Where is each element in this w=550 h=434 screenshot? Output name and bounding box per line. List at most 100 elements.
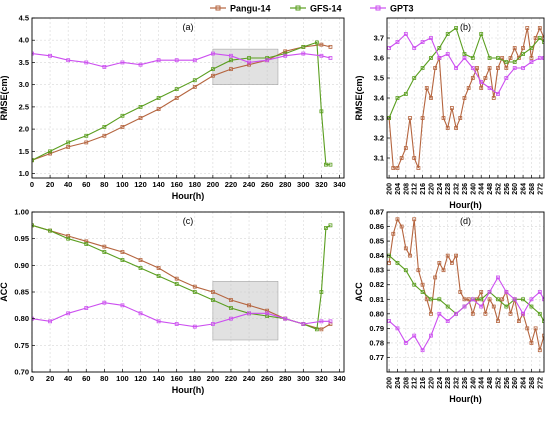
data-point: [210, 322, 215, 326]
x-tick-label: 20: [46, 180, 54, 189]
data-point: [403, 92, 408, 96]
data-point: [174, 276, 179, 281]
data-point: [174, 58, 179, 63]
x-tick-label: 220: [428, 377, 435, 389]
data-point: [479, 86, 484, 90]
data-point: [529, 46, 534, 50]
data-point: [301, 51, 306, 56]
data-point: [462, 96, 467, 100]
x-axis-label: Hour(h): [172, 385, 205, 395]
data-point: [416, 166, 421, 170]
data-point: [508, 56, 513, 60]
data-point: [437, 46, 442, 50]
series-line: [32, 224, 331, 331]
legend-marker: [375, 5, 381, 11]
data-point: [408, 116, 412, 120]
data-point: [408, 253, 412, 258]
data-point: [529, 341, 534, 345]
data-point: [328, 56, 333, 60]
y-tick-label: 0.85: [369, 237, 384, 246]
data-point: [283, 51, 288, 56]
x-tick-label: 252: [495, 377, 502, 389]
data-point: [102, 244, 107, 249]
x-tick-label: 236: [462, 377, 469, 389]
data-point: [283, 316, 288, 321]
data-point: [521, 311, 525, 316]
panel-label: (b): [460, 22, 471, 32]
x-tick-label: 272: [537, 183, 544, 195]
data-point: [521, 297, 525, 302]
y-tick-label: 0.80: [14, 314, 29, 323]
legend-marker: [295, 5, 301, 11]
y-tick-label: 2.5: [19, 102, 29, 111]
data-point: [470, 66, 475, 70]
data-point: [542, 333, 544, 338]
data-point: [445, 253, 450, 258]
data-point: [391, 231, 396, 236]
x-tick-label: 232: [454, 377, 461, 389]
data-point: [525, 26, 530, 30]
x-tick-label: 264: [521, 377, 528, 389]
x-tick-label: 228: [445, 183, 452, 195]
data-point: [542, 40, 544, 44]
x-tick-label: 228: [445, 377, 452, 389]
data-point: [66, 311, 71, 316]
data-point: [491, 304, 496, 309]
data-point: [504, 66, 509, 70]
data-point: [512, 297, 517, 302]
chart-panel: 0 20 40 60 80 100 120 140 160 180 200 220 240 260 280 3…: [0, 208, 346, 396]
x-tick-label: 212: [412, 377, 419, 389]
data-point: [483, 311, 488, 316]
data-point: [496, 66, 500, 70]
data-point: [537, 348, 542, 353]
x-tick-label: 280: [279, 180, 292, 189]
data-point: [429, 297, 433, 302]
data-point: [403, 246, 408, 251]
data-point: [247, 303, 251, 308]
x-tick-label: 244: [479, 183, 486, 195]
data-point: [525, 326, 530, 331]
data-point: [192, 290, 197, 294]
x-tick-label: 160: [170, 374, 183, 383]
y-tick-label: 0.77: [369, 353, 384, 362]
data-point: [102, 133, 107, 138]
y-axis-label: ACC: [0, 282, 9, 302]
x-tick-label: 236: [462, 183, 469, 195]
data-point: [429, 36, 433, 40]
x-tick-label: 224: [437, 377, 444, 389]
data-point: [395, 326, 400, 331]
data-point: [403, 146, 408, 150]
data-point: [542, 56, 544, 60]
series-line: [388, 33, 544, 95]
data-point: [529, 297, 534, 302]
data-point: [512, 66, 517, 70]
data-point: [32, 158, 34, 163]
data-point: [529, 304, 534, 309]
data-point: [479, 80, 484, 84]
data-point: [314, 327, 319, 332]
data-point: [462, 56, 467, 60]
data-point: [462, 52, 467, 56]
y-tick-label: 0.90: [14, 261, 29, 270]
plot-frame: [386, 211, 545, 373]
x-tick-label: 340: [333, 374, 346, 383]
data-point: [449, 261, 454, 265]
x-tick-label: 240: [470, 377, 477, 389]
data-point: [542, 297, 544, 302]
data-point: [328, 162, 333, 167]
data-point: [102, 250, 107, 254]
y-tick-label: 3.2: [374, 134, 384, 143]
x-tick-label: 272: [537, 377, 544, 389]
data-point: [479, 304, 484, 309]
data-point: [542, 319, 544, 323]
data-point: [102, 64, 107, 69]
data-point: [454, 66, 458, 70]
data-point: [537, 290, 542, 294]
y-tick-label: 0.82: [369, 280, 384, 289]
data-point: [247, 60, 251, 65]
data-point: [156, 96, 161, 100]
y-tick-label: 3.4: [374, 94, 385, 103]
data-point: [479, 290, 484, 294]
x-tick-label: 216: [420, 183, 427, 195]
data-point: [537, 56, 542, 60]
